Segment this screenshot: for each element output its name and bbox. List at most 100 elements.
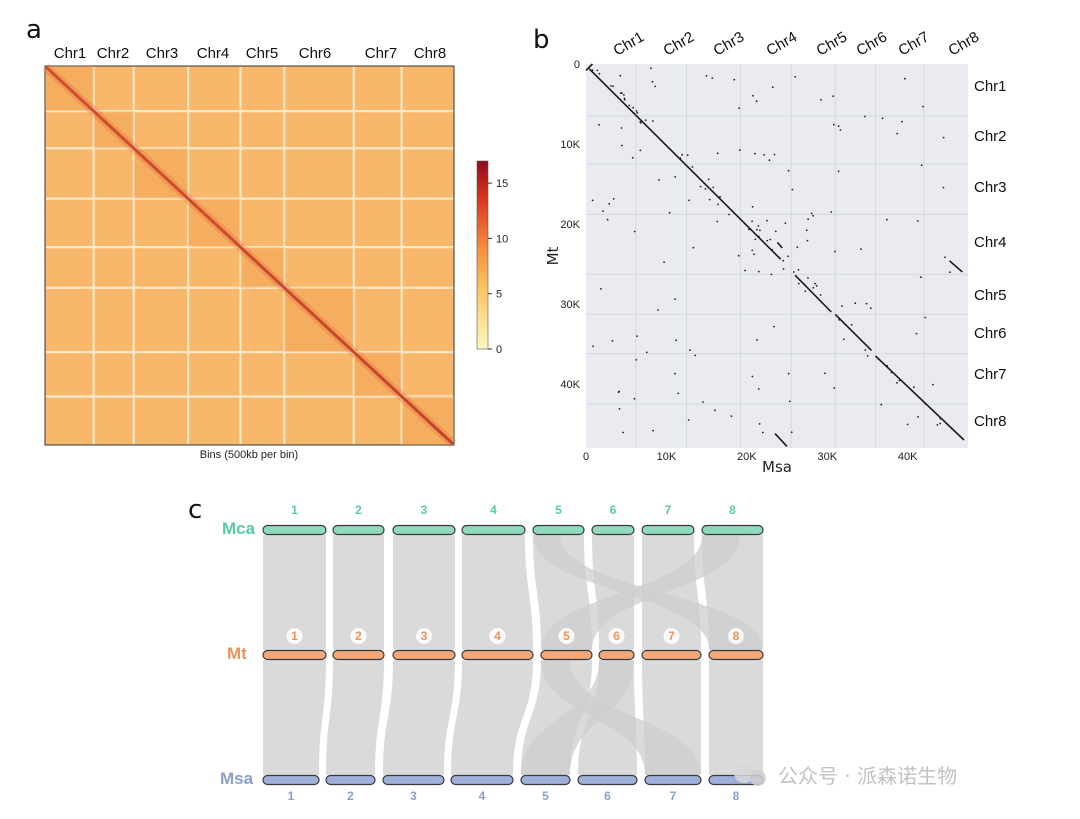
dotplot-point <box>631 156 634 159</box>
dotplot-point <box>632 106 635 109</box>
dotplot-point <box>635 110 638 112</box>
chromosome-number-badge <box>728 628 744 644</box>
dotplot-point <box>773 325 775 328</box>
dotplot-point <box>791 188 794 191</box>
dotplot-point <box>668 211 671 214</box>
chromosome-bar-mt-2 <box>332 649 385 661</box>
dotplot-point <box>864 349 867 351</box>
dotplot-point <box>787 255 789 258</box>
dotplot-point <box>758 423 761 425</box>
chromosome-bar-mca-6 <box>591 524 635 536</box>
dotplot-point <box>944 256 946 259</box>
watermark-text: 公众号 · 派森诺生物 <box>778 764 957 788</box>
dotplot-point <box>906 423 909 426</box>
dotplot-point <box>677 392 680 395</box>
dotplot-point <box>596 69 599 72</box>
dotplot-point <box>754 152 756 155</box>
dotplot-point <box>730 415 733 417</box>
chromosome-bar-mca-7 <box>641 524 695 536</box>
chromosome-number-badge <box>489 628 506 644</box>
dotplot-point <box>751 249 754 252</box>
dotplot-point <box>628 104 631 107</box>
chromosome-bar-msa-7 <box>644 774 702 786</box>
dotplot-point <box>716 220 719 223</box>
chromosome-bar-mt-5 <box>540 649 593 661</box>
dotplot-point <box>610 85 612 87</box>
dotplot-top-chromosome-labels: Chr1 Chr2 Chr3 Chr4 Chr5 Chr6 Chr7 Chr8 <box>611 28 983 59</box>
dotplot-point <box>621 92 623 94</box>
dotplot-point <box>663 261 665 264</box>
dotplot-point <box>916 220 919 222</box>
dotplot-scatter-points <box>591 67 951 434</box>
dotplot-point <box>774 230 777 233</box>
chromosome-number-mt-5: 5 <box>563 629 570 643</box>
heatmap-diagonal <box>44 65 455 446</box>
dotplot-top-label-chr8: Chr8 <box>946 28 983 59</box>
species-label-msa: Msa <box>220 769 254 788</box>
chromosome-number-badge <box>558 628 575 644</box>
dotplot-point <box>904 77 906 80</box>
dotplot-point <box>618 408 621 410</box>
dotplot-y-tick: 10K <box>560 139 580 151</box>
dotplot-right-chromosome-labels: Chr1 Chr2 Chr3 Chr4 Chr5 Chr6 Chr7 Chr8 <box>974 78 1007 430</box>
synteny-ribbon-mca-mt <box>333 535 384 650</box>
dotplot-point <box>768 159 771 162</box>
chromosome-bar-msa-3 <box>382 774 445 786</box>
dotplot-point <box>753 253 755 256</box>
dotplot-point <box>635 359 638 361</box>
dotplot-point <box>608 202 611 205</box>
dotplot-point <box>807 218 809 221</box>
dotplot-point <box>699 185 702 188</box>
colorbar-tick-label: 5 <box>496 289 502 301</box>
dotplot-point <box>619 74 622 77</box>
chromosome-number-mca-8: 8 <box>729 503 736 517</box>
dotplot-point <box>757 388 760 390</box>
dotplot-point <box>675 339 678 342</box>
synteny-ribbon-mt-msa <box>326 660 384 775</box>
dotplot-point <box>702 401 704 403</box>
dotplot-point <box>717 203 719 206</box>
heatmap-label-chr5: Chr5 <box>246 45 279 62</box>
dotplot-point <box>704 188 707 190</box>
chromosome-bar-msa-1 <box>262 774 320 786</box>
synteny-chromosome-bars: 1 2 3 4 5 6 7 8 1 2 3 4 5 6 7 8 1 2 3 4 5 6 7 8 <box>262 503 764 803</box>
dotplot-point <box>645 351 648 354</box>
dotplot-point <box>841 305 843 307</box>
dotplot-point <box>652 429 654 432</box>
heatmap-chromosome-labels: Chr1 Chr2 Chr3 Chr4 Chr5 Chr6 Chr7 Chr8 <box>54 45 447 62</box>
chromosome-number-badge <box>350 628 367 644</box>
chromosome-number-mt-1: 1 <box>291 629 298 643</box>
heatmap-label-chr3: Chr3 <box>146 45 179 62</box>
panel-letter-a: a <box>26 15 42 45</box>
dotplot-point <box>716 152 719 155</box>
chromosome-bar-mt-4 <box>461 649 534 661</box>
dotplot-y-ticks: 0 10K 20K 30K 40K <box>560 59 580 391</box>
dotplot-point <box>757 270 760 273</box>
dotplot-point <box>681 153 684 156</box>
dotplot-point <box>674 372 676 375</box>
dotplot-point <box>812 286 815 289</box>
chromosome-bar-msa-5 <box>520 774 571 786</box>
species-label-mt: Mt <box>227 644 247 663</box>
dotplot-point <box>737 254 740 257</box>
dotplot-right-label-chr5: Chr5 <box>974 287 1007 304</box>
dotplot-point <box>759 229 761 232</box>
dotplot-y-tick: 20K <box>560 219 580 231</box>
dotplot-point <box>932 383 934 386</box>
dotplot-point <box>650 67 652 70</box>
dotplot-point <box>744 269 746 272</box>
chromosome-number-mca-6: 6 <box>610 503 617 517</box>
dotplot-point <box>598 72 601 75</box>
chromosome-number-mt-3: 3 <box>421 629 428 643</box>
dotplot-point <box>602 210 604 213</box>
heatmap-label-chr4: Chr4 <box>197 45 230 62</box>
dotplot-point <box>830 211 833 213</box>
dotplot-point <box>761 431 764 434</box>
dotplot-right-label-chr6: Chr6 <box>974 325 1007 342</box>
dotplot-point <box>687 419 690 421</box>
dotplot-xlabel: Msa <box>762 458 792 476</box>
dotplot-point <box>751 205 754 208</box>
species-label-mca: Mca <box>222 519 256 538</box>
dotplot-point <box>787 169 790 172</box>
